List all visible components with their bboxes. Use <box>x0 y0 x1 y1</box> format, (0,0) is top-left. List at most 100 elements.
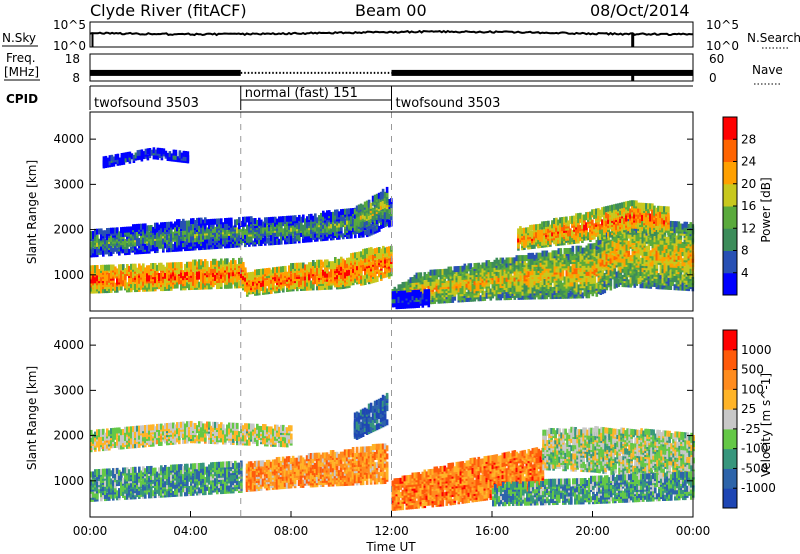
range-gate-cell <box>326 265 329 272</box>
range-gate-cell <box>553 289 557 295</box>
range-gate-cell <box>256 277 259 284</box>
range-gate-cell <box>429 279 433 286</box>
range-gate-cell <box>501 292 505 299</box>
range-gate-cell <box>573 268 577 275</box>
range-gate-cell <box>204 259 207 266</box>
range-gate-cell <box>156 264 159 271</box>
range-gate-cell <box>485 284 489 291</box>
range-gate-cell <box>126 264 129 270</box>
range-gate-cell <box>232 270 235 277</box>
range-gate-cell <box>142 275 145 282</box>
range-gate-cell <box>338 279 341 286</box>
range-gate-cell <box>517 283 521 290</box>
range-gate-cell <box>477 291 481 298</box>
range-gate-cell <box>403 285 407 292</box>
range-gate-cell <box>543 262 547 269</box>
range-gate-cell <box>435 269 439 276</box>
range-gate-cell <box>132 271 135 278</box>
range-gate-cell <box>521 255 525 262</box>
range-gate-cell <box>314 278 317 285</box>
range-gate-cell <box>557 264 561 271</box>
range-gate-cell <box>571 245 575 252</box>
range-gate-cell <box>164 272 167 279</box>
range-gate-cell <box>541 277 545 283</box>
range-gate-cell <box>352 256 355 263</box>
range-gate-cell <box>368 259 371 266</box>
range-gate-cell <box>539 275 543 281</box>
range-gate-cell <box>278 286 281 293</box>
range-gate-cell <box>376 263 379 270</box>
range-gate-cell <box>338 262 341 269</box>
range-gate-cell <box>384 247 387 254</box>
range-gate-cell <box>112 264 115 271</box>
range-gate-cell <box>463 281 467 288</box>
range-gate-cell <box>501 257 505 264</box>
range-gate-cell <box>230 260 233 267</box>
range-gate-cell <box>192 271 195 278</box>
range-gate-cell <box>451 296 455 303</box>
range-gate-cell <box>342 258 345 265</box>
range-gate-cell <box>138 275 141 282</box>
range-gate-cell <box>553 264 557 271</box>
range-gate-cell <box>194 267 197 274</box>
range-gate-cell <box>441 269 445 275</box>
range-gate-cell <box>567 284 571 291</box>
range-gate-cell <box>258 281 261 288</box>
range-gate-cell <box>427 284 431 291</box>
range-gate-cell <box>465 292 469 298</box>
range-gate-cell <box>148 273 151 280</box>
range-gate-cell <box>90 277 93 284</box>
range-gate-cell <box>445 280 449 287</box>
range-gate-cell <box>320 278 323 284</box>
range-gate-cell <box>152 285 155 292</box>
range-gate-cell <box>328 279 331 286</box>
range-gate-cell <box>120 276 123 283</box>
range-gate-cell <box>268 280 271 286</box>
range-gate-cell <box>238 280 241 287</box>
range-gate-cell <box>505 286 509 292</box>
range-gate-cell <box>96 275 99 282</box>
range-gate-cell <box>224 272 227 279</box>
range-gate-cell <box>557 248 561 255</box>
range-gate-cell <box>104 287 107 294</box>
range-gate-cell <box>110 284 113 291</box>
range-gate-cell <box>461 265 465 272</box>
range-gate-cell <box>258 269 261 275</box>
range-gate-cell <box>555 286 559 293</box>
range-gate-cell <box>138 267 141 274</box>
range-gate-cell <box>304 284 307 291</box>
range-gate-cell <box>565 248 569 254</box>
range-gate-cell <box>541 258 545 265</box>
range-gate-cell <box>569 258 573 265</box>
range-gate-cell <box>533 285 537 292</box>
range-gate-cell <box>290 273 293 280</box>
range-gate-cell <box>312 266 315 273</box>
nave-right-tick-top: 60 <box>709 52 724 66</box>
range-gate-cell <box>575 282 579 289</box>
range-gate-cell <box>206 265 209 272</box>
range-gate-cell <box>182 274 185 281</box>
range-gate-cell <box>208 283 211 290</box>
range-gate-cell <box>224 258 227 265</box>
range-gate-cell <box>252 286 255 292</box>
noise-left-tick-top: 10^5 <box>53 18 86 32</box>
range-gate-cell <box>360 251 363 258</box>
range-gate-cell <box>455 266 459 273</box>
range-gate-cell <box>186 261 189 268</box>
range-gate-cell <box>473 283 477 290</box>
range-gate-cell <box>178 276 181 283</box>
range-gate-cell <box>411 281 415 288</box>
range-gate-cell <box>473 263 477 269</box>
range-gate-cell <box>533 293 537 300</box>
range-gate-cell <box>368 266 371 272</box>
range-gate-cell <box>342 262 345 269</box>
range-gate-cell <box>116 268 119 275</box>
range-gate-cell <box>228 276 231 283</box>
range-gate-cell <box>98 283 101 290</box>
range-gate-cell <box>425 274 429 280</box>
range-gate-cell <box>543 291 547 298</box>
range-gate-cell <box>573 262 577 269</box>
range-gate-cell <box>342 278 345 285</box>
range-gate-cell <box>154 269 157 276</box>
